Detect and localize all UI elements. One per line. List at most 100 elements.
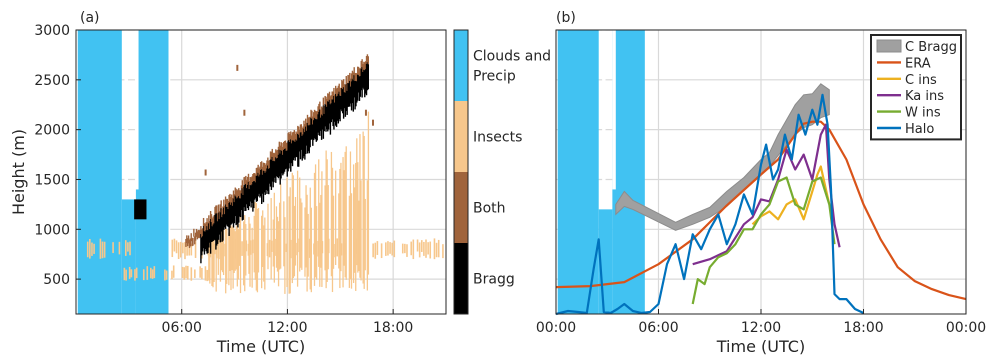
bragg-echo [260,169,262,197]
insect-echo [433,238,436,260]
bragg-echo [291,140,294,167]
bragg-echo [265,171,267,190]
colorbar-label: Insects [473,130,522,146]
bragg-echo [236,198,238,225]
bragg-echo [297,133,299,167]
legend-label: ERA [905,56,931,71]
insect-echo [393,240,396,258]
insect-echo [263,225,265,282]
insect-echo [364,198,366,271]
bragg-echo [218,219,221,235]
both-echo [310,109,312,118]
bragg-echo [235,196,237,226]
both-echo [355,72,357,81]
bragg-echo [246,188,248,205]
insect-echo [244,215,246,292]
insect-echo [355,162,357,291]
both-echo [210,214,213,223]
y-tick-label: 500 [43,272,70,288]
bragg-echo [271,156,273,182]
both-echo [200,226,202,235]
both-echo [262,162,265,171]
bragg-echo [346,90,348,115]
bragg-echo [257,172,259,197]
bragg-echo [295,139,297,157]
both-echo [316,111,318,120]
both-echo [302,126,304,135]
x-tick-label: 06:00 [638,320,678,336]
panel-a-y-axis-label: Height (m) [9,129,28,215]
bragg-echo [327,101,330,130]
insect-echo [389,242,391,254]
both-echo [217,204,220,213]
insect-echo [235,226,237,270]
both-echo [240,185,243,194]
bragg-echo [307,125,310,152]
insect-echo [228,232,230,286]
both-echo [229,193,231,202]
both-echo [307,117,310,126]
both-echo [281,142,283,151]
both-echo [238,188,240,197]
bragg-echo [325,104,327,132]
bragg-echo [336,95,339,121]
both-echo [243,177,245,186]
both-echo [253,173,256,182]
bragg-echo [277,154,280,179]
bragg-echo [268,168,271,184]
insect-echo [427,242,429,255]
both-echo [299,124,302,133]
both-echo [231,197,234,206]
both-echo [294,134,296,143]
bragg-echo [365,63,368,96]
insect-echo [185,265,187,279]
bragg-echo [352,80,355,112]
insect-echo [264,217,266,290]
insect-echo [249,223,251,287]
cloud-gap [602,30,606,190]
insect-echo [425,239,427,258]
insect-echo [112,242,114,254]
insect-echo [190,267,193,281]
bragg-echo [306,122,309,154]
insect-echo [201,267,203,280]
both-echo [283,141,285,150]
bragg-echo [209,228,211,243]
both-echo [189,238,192,247]
insect-echo [336,238,339,257]
both-echo [268,160,271,169]
insect-echo [272,219,274,267]
insect-echo [309,187,311,290]
bragg-echo [248,189,251,207]
insect-echo [283,201,285,267]
both-echo [292,134,295,141]
both-echo [288,131,290,140]
both-echo [233,194,236,203]
bragg-echo [243,185,245,208]
bragg-echo [208,223,210,248]
bragg-echo [231,202,233,224]
bragg-echo [309,124,311,148]
insect-echo [359,134,361,278]
both-echo [329,96,332,105]
both-echo [303,120,305,129]
both-echo [241,180,244,189]
x-tick-label: 18:00 [373,320,413,336]
both-echo [185,238,187,247]
both-echo [252,173,254,182]
bragg-echo [345,84,347,112]
both-echo [361,59,363,68]
both-echo [323,105,325,114]
both-echo [268,160,270,169]
insect-echo [325,150,327,289]
both-echo [249,177,251,186]
bragg-echo [251,184,253,204]
bragg-echo [351,78,354,104]
bragg-echo [213,223,215,240]
y-tick-label: 2500 [34,73,70,89]
bragg-echo [217,212,220,240]
x-tick-label: 12:00 [741,320,781,336]
bragg-echo [296,140,298,158]
bragg-echo [285,150,288,169]
bragg-echo [201,237,203,256]
